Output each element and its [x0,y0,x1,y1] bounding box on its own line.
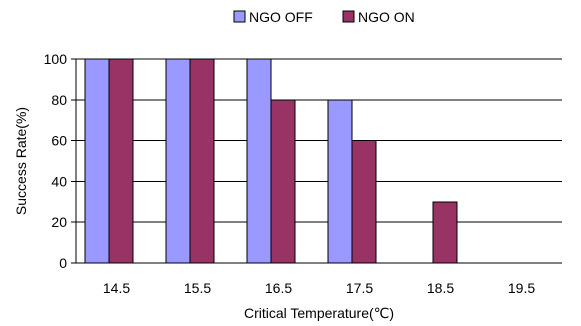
bar-ngo-on-17.5 [351,140,377,264]
x-tick-label: 14.5 [103,280,130,296]
x-tick-label: 16.5 [265,280,292,296]
axes [75,59,562,264]
y-tick-label: 100 [44,51,68,67]
x-tick-label: 17.5 [346,280,373,296]
bar-ngo-on-16.5 [270,99,296,264]
y-tick-label: 80 [51,92,67,108]
bar-ngo-off-17.5 [327,99,353,264]
bar-ngo-off-15.5 [165,58,191,264]
legend: NGO OFF NGO ON [233,9,415,25]
legend-swatch [342,10,355,23]
x-tick-labels: 14.5 15.5 16.5 17.5 18.5 19.5 [103,280,535,296]
bar-ngo-on-18.5 [432,201,458,264]
bar-ngo-on-15.5 [189,58,215,264]
gridlines [71,58,562,264]
x-tick-label: 19.5 [508,280,535,296]
legend-label: NGO OFF [249,9,313,25]
y-tick-label: 20 [51,214,67,230]
bar-ngo-on-14.5 [108,58,134,264]
y-tick-label: 40 [51,173,67,189]
bar-ngo-off-16.5 [246,58,272,264]
y-tick-labels: 0 20 40 60 80 100 [44,51,68,271]
x-tick-label: 18.5 [427,280,454,296]
legend-label: NGO ON [358,9,415,25]
bars [84,58,458,264]
x-axis-label: Critical Temperature(℃) [244,305,394,321]
x-tick-label: 15.5 [184,280,211,296]
legend-swatch [233,10,246,23]
y-tick-label: 60 [51,133,67,149]
y-axis-label: Success Rate(%) [13,107,29,215]
bar-ngo-off-14.5 [84,58,110,264]
y-tick-label: 0 [59,255,67,271]
